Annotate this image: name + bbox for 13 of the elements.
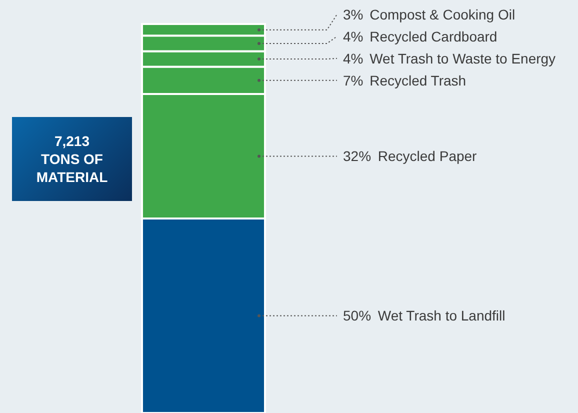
text: Wet Trash to Landfill — [378, 308, 506, 324]
text: Recycled Trash — [370, 72, 466, 88]
data-label: 4% — [343, 50, 364, 66]
text: Recycled Paper — [378, 148, 478, 164]
data-label: 3% — [343, 6, 364, 22]
data-label: 32% — [343, 148, 372, 164]
data-label: 7% — [343, 72, 364, 88]
text: 7,213 TONS OF MATERIAL — [35, 132, 109, 186]
text: Compost & Cooking Oil — [370, 6, 516, 22]
text: Wet Trash to Waste to Energy — [370, 50, 556, 66]
data-label: 4% — [343, 28, 364, 44]
data-label: 50% — [343, 308, 372, 324]
text: Recycled Cardboard — [370, 28, 498, 44]
